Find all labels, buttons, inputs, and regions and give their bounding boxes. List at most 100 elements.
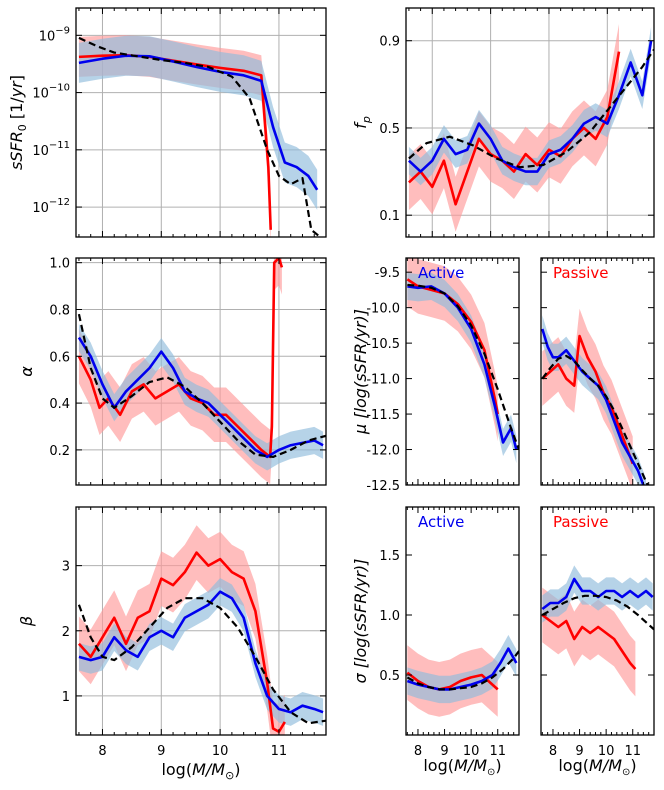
panel-mu_passive: Passive [540,257,655,486]
y-tick-label: 0.2 [49,444,70,459]
y-tick-label: -9.5 [375,266,400,281]
y-tick-label: 2 [62,625,70,640]
plot-area [406,258,519,464]
y-tick-label: 1.0 [379,609,400,624]
x-axis-label: log(M/M⊙) [558,756,636,778]
series-line-dash [77,313,326,459]
series-line-red [77,551,286,734]
y-axis-label: fp [351,116,373,129]
panel-sigma_active: 0.5 1.0 1.5 8 9 10 11 σ [log(sSFR/yr)] log(M/M⊙)… [351,506,520,778]
y-axis-label: sSFR0 [1/yr] [7,75,29,170]
y-tick-label: -10.5 [366,337,400,352]
y-tick-label: 10−9 [39,25,70,44]
x-axis-label: log(M/M⊙) [161,760,240,782]
plot-area [541,565,654,697]
plot-area [408,24,654,232]
panel-annotation: Active [418,264,464,282]
x-tick-label: 8 [98,744,106,759]
y-tick-label: 0.4 [49,397,70,412]
y-tick-label: -12.5 [366,479,400,494]
y-tick-label: 1.5 [379,549,400,564]
x-tick-label: 10 [598,744,615,759]
series-line-dash [541,594,654,631]
series-line-blue [406,647,518,691]
band-blue [78,35,318,210]
axes-frame [75,7,327,238]
axes-frame [405,257,520,486]
x-tick-label: 11 [489,744,506,759]
y-tick-label: 0.6 [49,350,70,365]
panel-annotation: Passive [553,264,608,282]
y-tick-label: 3 [62,560,70,575]
panel-alpha: 0.2 0.4 0.6 0.8 1.0 α [17,257,327,486]
band-blue [78,578,324,726]
y-tick-label: 1 [62,690,70,705]
band-blue [78,323,324,471]
y-axis-label: σ [log(sSFR/yr)] [351,559,370,684]
x-tick-label: 10 [463,744,480,759]
plot-area [78,35,321,237]
plot-area [406,634,519,717]
series-line-blue [407,285,518,450]
y-axis-label: α [17,366,36,377]
series-line-red [541,613,637,670]
series-line-dash [407,283,519,450]
series-line-dash [408,48,654,169]
x-tick-label: 11 [271,744,288,759]
axes-frame [540,506,655,736]
x-tick-label: 11 [624,744,641,759]
y-tick-label: -12.0 [366,444,400,459]
x-tick-label: 8 [414,744,422,759]
plot-area [77,258,326,485]
y-axis-label: β [17,616,36,627]
band-red [542,587,636,697]
y-tick-label: 10−12 [32,197,70,216]
band-blue [542,565,653,623]
x-tick-label: 9 [440,744,448,759]
y-tick-label: 0.5 [379,669,400,684]
band-blue [407,634,517,704]
panel-mu_active: -9.5 -10.0 -10.5 -11.0 -11.5 -12.0 -12.5 μ [log… [351,257,520,494]
y-tick-label: -10.0 [366,302,400,317]
axes-frame [405,506,520,736]
x-tick-label: 9 [157,744,165,759]
plot-area [77,525,326,735]
y-tick-label: 10−11 [32,140,70,159]
y-tick-label: -11.5 [366,408,400,423]
series-line-dash [77,597,326,725]
x-axis-label: log(M/M⊙) [423,756,501,778]
x-tick-label: 10 [212,744,229,759]
band-red [407,258,498,442]
band-red [408,24,619,232]
plot-area [541,308,649,485]
y-tick-label: -11.0 [366,373,400,388]
band-red [542,308,633,485]
series-line-blue [78,590,324,714]
axes-frame [540,257,655,486]
axes-frame [75,257,327,486]
series-line-blue [77,336,324,459]
series-line-blue [408,40,653,173]
axes-frame [405,7,655,238]
panel-ssfr: 10−9 10−10 10−11 10−12 sSFR0 [1/yr] [7,7,327,238]
y-tick-label: 1.0 [49,257,70,272]
y-tick-label: 0.8 [49,303,70,318]
series-line-red [406,671,499,691]
series-line-dash [78,36,321,237]
series-line-red [408,51,621,206]
x-tick-label: 9 [575,744,583,759]
series-line-dash [541,354,649,485]
y-tick-label: 0.1 [379,209,400,224]
y-tick-label: 10−10 [32,83,70,102]
y-axis-label: μ [log(sSFR/yr)] [351,309,370,435]
panel-beta: 1 2 3 8 9 10 11 β log(M/M⊙) [17,506,327,782]
series-line-dash [406,650,519,691]
series-line-blue [78,54,319,191]
x-tick-label: 8 [549,744,557,759]
panel-fp: 0.1 0.5 0.9 fp [351,7,655,238]
y-tick-label: 0.9 [379,35,400,50]
y-tick-label: 0.5 [379,122,400,137]
panel-annotation: Passive [553,513,608,531]
